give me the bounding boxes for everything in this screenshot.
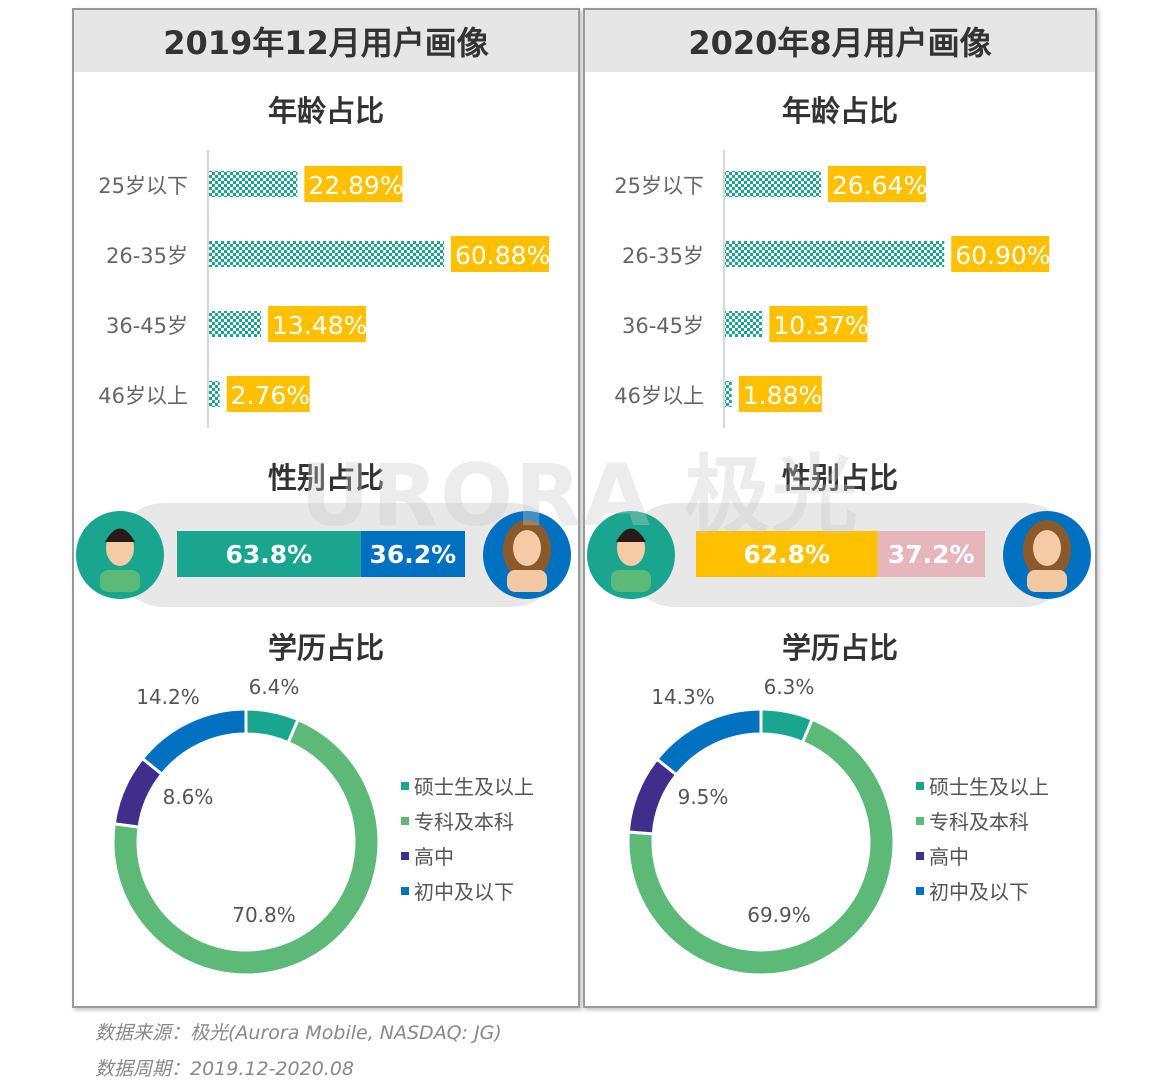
legend-label: 硕士生及以上 (414, 775, 534, 799)
body (100, 570, 140, 592)
edu-slice (111, 717, 381, 977)
age-category-label: 25岁以下 (98, 174, 188, 198)
edu-value-label: 14.2% (136, 685, 200, 709)
chart-svg: 25岁以下 22.89% 26-35岁 60.88% 36-45岁 13.48% 46岁以上… (76, 150, 571, 977)
legend-swatch (401, 852, 409, 860)
legend-swatch (401, 817, 409, 825)
legend-swatch (916, 817, 924, 825)
legend-label: 专科及本科 (929, 810, 1029, 834)
panel-title: 2019年12月用户画像 (74, 10, 578, 72)
panel-2020-08: 2020年8月用户画像 年龄占比 性别占比 学历占比 25岁以下 26.64% 26… (583, 8, 1097, 1008)
age-value-label: 1.88% (743, 381, 822, 410)
age-value-box (304, 166, 403, 202)
age-section-title: 年龄占比 (781, 94, 898, 128)
legend-swatch (401, 782, 409, 790)
legend-label: 初中及以下 (929, 880, 1029, 904)
age-value-label: 2.76% (231, 381, 310, 410)
age-value-box (450, 236, 549, 272)
edu-value-label: 14.3% (651, 685, 715, 709)
hair (616, 528, 646, 542)
edu-slice (626, 717, 896, 977)
age-category-label: 26-35岁 (106, 244, 188, 268)
age-section-title: 年龄占比 (267, 94, 384, 128)
data-period: 数据周期：2019.12-2020.08 (95, 1058, 354, 1080)
age-bar (209, 171, 298, 197)
age-category-label: 26-35岁 (622, 244, 704, 268)
gender-bar-male (696, 531, 878, 577)
age-bar (209, 311, 262, 337)
gender-bar-male (177, 531, 361, 577)
age-value-box (738, 376, 822, 412)
legend-label: 初中及以下 (414, 880, 514, 904)
age-category-label: 36-45岁 (622, 314, 704, 338)
gender-value-label: 63.8% (226, 540, 313, 569)
body (611, 570, 651, 592)
age-value-label: 26.64% (832, 171, 927, 200)
age-value-label: 10.37% (773, 311, 868, 340)
edu-slice (140, 707, 248, 777)
male-avatar-icon (76, 511, 164, 599)
legend-label: 高中 (929, 845, 969, 869)
age-value-label: 22.89% (308, 171, 403, 200)
body (507, 570, 547, 592)
age-value-box (769, 306, 868, 342)
edu-value-label: 8.6% (163, 785, 214, 809)
age-category-label: 25岁以下 (614, 174, 704, 198)
edu-value-label: 9.5% (678, 785, 729, 809)
gender-value-label: 62.8% (743, 540, 830, 569)
chart-svg: 25岁以下 26.64% 26-35岁 60.90% 36-45岁 10.37% 46岁以上… (587, 150, 1091, 977)
gender-section-title: 性别占比 (781, 461, 898, 495)
age-value-box (268, 306, 367, 342)
age-category-label: 46岁以上 (614, 384, 704, 408)
legend-label: 专科及本科 (414, 810, 514, 834)
face (513, 530, 541, 566)
age-bar (209, 381, 220, 407)
gender-bar-female (360, 531, 465, 577)
female-avatar-icon (1003, 511, 1091, 599)
edu-value-label: 6.3% (764, 675, 815, 699)
age-bar (725, 311, 763, 337)
age-value-label: 60.88% (455, 241, 550, 270)
gender-section-title: 性别占比 (267, 461, 384, 495)
edu-value-label: 69.9% (747, 903, 811, 927)
age-category-label: 46岁以上 (98, 384, 188, 408)
panel-title: 2020年8月用户画像 (585, 10, 1095, 72)
panel-2019-12: 2019年12月用户画像 年龄占比 性别占比 学历占比 25岁以下 22.89% 2… (72, 8, 580, 1008)
gender-bar-female (877, 531, 985, 577)
edu-value-label: 70.8% (232, 903, 296, 927)
female-avatar-icon (483, 511, 571, 599)
gender-value-label: 37.2% (888, 540, 975, 569)
edu-section-title: 学历占比 (267, 631, 384, 665)
legend-swatch (401, 887, 409, 895)
body (1027, 570, 1067, 592)
age-value-label: 13.48% (272, 311, 367, 340)
gender-value-label: 36.2% (370, 540, 457, 569)
age-value-box (827, 166, 926, 202)
edu-section-title: 学历占比 (781, 631, 898, 665)
age-bar (725, 171, 821, 197)
hair (105, 528, 135, 542)
age-category-label: 36-45岁 (106, 314, 188, 338)
edu-value-label: 6.4% (249, 675, 300, 699)
legend-label: 硕士生及以上 (929, 775, 1049, 799)
age-value-label: 60.90% (955, 241, 1050, 270)
age-bar (725, 381, 732, 407)
data-source: 数据来源：极光(Aurora Mobile, NASDAQ: JG) (95, 1022, 502, 1044)
legend-swatch (916, 887, 924, 895)
legend-label: 高中 (414, 845, 454, 869)
age-bar (209, 241, 444, 267)
edu-slice (654, 707, 763, 777)
age-value-box (226, 376, 310, 412)
face (1033, 530, 1061, 566)
male-avatar-icon (587, 511, 675, 599)
age-bar (725, 241, 945, 267)
legend-swatch (916, 852, 924, 860)
age-value-box (951, 236, 1050, 272)
legend-swatch (916, 782, 924, 790)
